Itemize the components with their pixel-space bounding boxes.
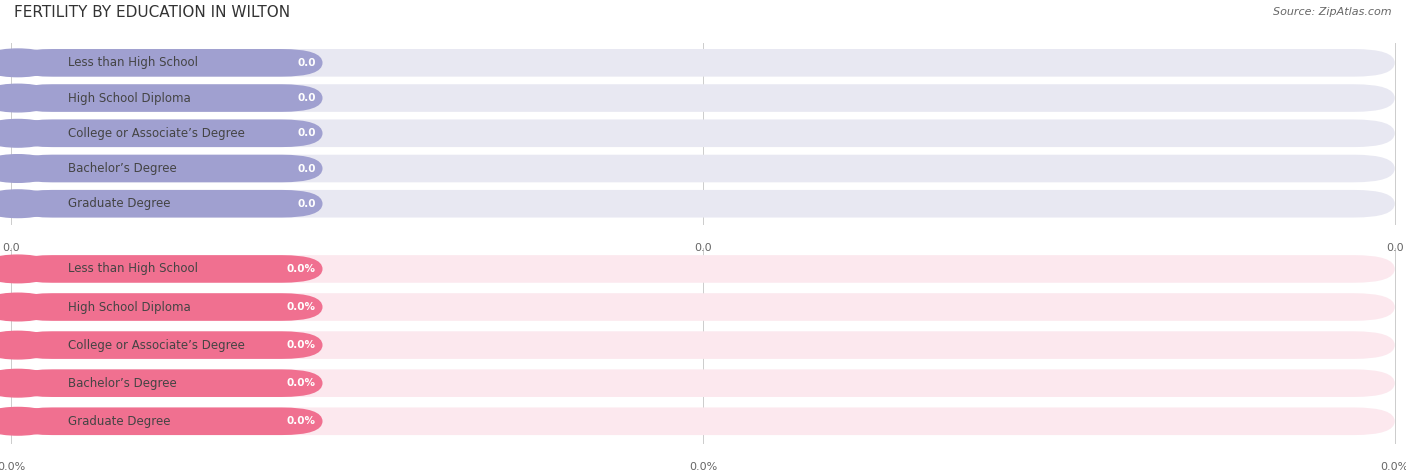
FancyBboxPatch shape bbox=[11, 155, 322, 182]
Text: Less than High School: Less than High School bbox=[69, 56, 198, 69]
Circle shape bbox=[0, 369, 59, 397]
Circle shape bbox=[0, 155, 59, 182]
FancyBboxPatch shape bbox=[11, 255, 1395, 283]
Text: 0.0%: 0.0% bbox=[287, 264, 315, 274]
FancyBboxPatch shape bbox=[11, 369, 1395, 397]
Circle shape bbox=[0, 331, 59, 359]
FancyBboxPatch shape bbox=[11, 293, 1395, 321]
Text: Bachelor’s Degree: Bachelor’s Degree bbox=[69, 377, 177, 390]
Text: 0.0%: 0.0% bbox=[0, 462, 25, 472]
Text: 0.0: 0.0 bbox=[1386, 243, 1403, 253]
FancyBboxPatch shape bbox=[11, 331, 322, 359]
Text: Graduate Degree: Graduate Degree bbox=[69, 197, 172, 210]
Text: 0.0: 0.0 bbox=[695, 243, 711, 253]
FancyBboxPatch shape bbox=[11, 119, 1395, 147]
FancyBboxPatch shape bbox=[11, 293, 322, 321]
FancyBboxPatch shape bbox=[11, 407, 322, 435]
Text: 0.0: 0.0 bbox=[297, 58, 315, 68]
Text: College or Associate’s Degree: College or Associate’s Degree bbox=[69, 127, 245, 140]
Text: 0.0%: 0.0% bbox=[287, 378, 315, 388]
FancyBboxPatch shape bbox=[11, 155, 1395, 182]
Text: 0.0: 0.0 bbox=[3, 243, 20, 253]
Text: 0.0%: 0.0% bbox=[287, 340, 315, 350]
Text: Less than High School: Less than High School bbox=[69, 262, 198, 276]
FancyBboxPatch shape bbox=[11, 407, 1395, 435]
Text: Source: ZipAtlas.com: Source: ZipAtlas.com bbox=[1274, 7, 1392, 17]
Circle shape bbox=[0, 119, 59, 147]
Text: High School Diploma: High School Diploma bbox=[69, 300, 191, 314]
Text: 0.0: 0.0 bbox=[297, 93, 315, 103]
FancyBboxPatch shape bbox=[11, 119, 322, 147]
Circle shape bbox=[0, 407, 59, 435]
Circle shape bbox=[0, 49, 59, 77]
FancyBboxPatch shape bbox=[11, 84, 1395, 112]
Text: 0.0%: 0.0% bbox=[287, 416, 315, 426]
Circle shape bbox=[0, 190, 59, 218]
Text: 0.0: 0.0 bbox=[297, 128, 315, 139]
Text: 0.0: 0.0 bbox=[297, 163, 315, 174]
Text: 0.0: 0.0 bbox=[297, 198, 315, 209]
FancyBboxPatch shape bbox=[11, 190, 322, 218]
FancyBboxPatch shape bbox=[11, 190, 1395, 218]
Circle shape bbox=[0, 84, 59, 112]
Text: High School Diploma: High School Diploma bbox=[69, 91, 191, 105]
Text: 0.0%: 0.0% bbox=[287, 302, 315, 312]
Circle shape bbox=[0, 293, 59, 321]
FancyBboxPatch shape bbox=[11, 255, 322, 283]
FancyBboxPatch shape bbox=[11, 49, 322, 77]
Text: FERTILITY BY EDUCATION IN WILTON: FERTILITY BY EDUCATION IN WILTON bbox=[14, 5, 290, 20]
Text: Graduate Degree: Graduate Degree bbox=[69, 415, 172, 428]
FancyBboxPatch shape bbox=[11, 331, 1395, 359]
FancyBboxPatch shape bbox=[11, 369, 322, 397]
FancyBboxPatch shape bbox=[11, 84, 322, 112]
Text: Bachelor’s Degree: Bachelor’s Degree bbox=[69, 162, 177, 175]
Text: 0.0%: 0.0% bbox=[689, 462, 717, 472]
Text: College or Associate’s Degree: College or Associate’s Degree bbox=[69, 338, 245, 352]
Circle shape bbox=[0, 255, 59, 283]
Text: 0.0%: 0.0% bbox=[1381, 462, 1406, 472]
FancyBboxPatch shape bbox=[11, 49, 1395, 77]
